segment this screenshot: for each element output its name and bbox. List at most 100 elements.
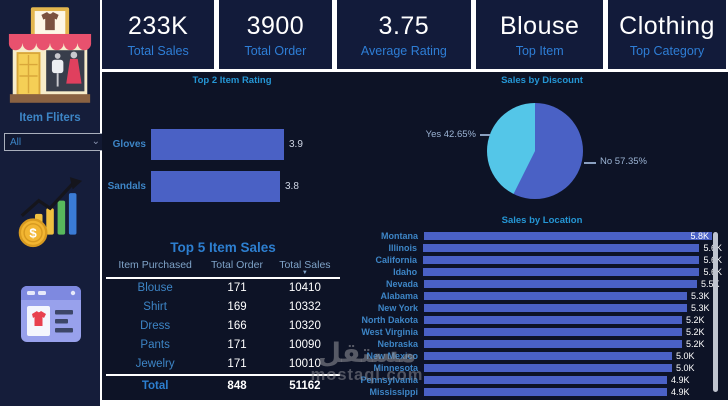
rating-value-label: 3.9 [289, 139, 303, 150]
location-bar[interactable] [424, 388, 667, 396]
kpi-label: Top Category [629, 43, 705, 58]
location-category-label: New Mexico [366, 351, 418, 361]
total-sales-cell: 10332 [288, 301, 321, 313]
location-category-label: Pennsylvania [360, 375, 418, 385]
location-category-label: Illinois [388, 243, 418, 253]
location-bar-row: Alabama 5.3K [252, 290, 722, 302]
location-category-label: Alabama [380, 291, 418, 301]
item-name-cell: Shirt [143, 301, 167, 313]
location-bar[interactable] [424, 364, 672, 372]
location-bar-row: West Virginia 5.2K [252, 326, 722, 338]
table-total-row: Total 848 51162 [106, 374, 340, 397]
kpi-card-top-item: Blouse Top Item [476, 0, 604, 69]
location-bar[interactable] [423, 244, 700, 252]
kpi-label: Total Order [244, 43, 307, 58]
pie-label-no: No 57.35% [600, 156, 648, 167]
location-category-label: California [375, 255, 418, 265]
location-bar-row: Illinois 5.6K [252, 242, 722, 254]
total-order-value: 848 [227, 380, 247, 392]
location-bar[interactable] [424, 352, 672, 360]
discount-pie-chart[interactable] [487, 103, 583, 199]
rating-category-label: Gloves [112, 139, 146, 150]
column-header-sorted[interactable]: Total Sales ▼ [270, 259, 340, 276]
location-bar-row: New Mexico 5.0K [252, 350, 722, 362]
location-category-label: Mississippi [369, 387, 418, 397]
location-bar[interactable] [424, 280, 697, 288]
rating-value-label: 3.8 [285, 181, 299, 192]
location-bar[interactable] [424, 328, 682, 336]
chevron-down-icon: ⌄ [91, 136, 100, 147]
top-items-table: Top 5 Item Sales Item Purchased Total Or… [106, 240, 340, 397]
svg-text:$: $ [29, 225, 37, 240]
discount-pie-title: Sales by Discount [501, 75, 583, 86]
location-category-label: West Virginia [361, 327, 418, 337]
total-label: Total [141, 380, 169, 392]
location-value-label: 5.2K [686, 327, 705, 337]
location-value-label: 5.6K [703, 267, 722, 277]
location-bar[interactable] [424, 340, 682, 348]
sidebar: Item Fliters All ⌄ $ [0, 0, 106, 406]
location-bar[interactable] [424, 376, 667, 384]
item-name-cell: Blouse [137, 282, 173, 294]
column-header[interactable]: Total Order [211, 259, 263, 271]
location-value-label: 5.3K [691, 291, 710, 301]
location-category-label: Montana [381, 231, 418, 241]
total-sales-cell: 10320 [288, 320, 321, 332]
location-scrollbar[interactable] [713, 232, 718, 392]
table-body: Blouse 171 10410 Shirt 169 10332 Dress 166 10320… [106, 279, 340, 374]
location-value-label: 5.5K [701, 279, 720, 289]
location-value-label: 5.0K [676, 351, 695, 361]
location-bar-row: Pennsylvania 4.9K [252, 374, 722, 386]
kpi-card-top-category: Clothing Top Category [608, 0, 726, 69]
table-header-row[interactable]: Item Purchased Total Order Total Sales ▼ [106, 259, 340, 279]
location-category-label: Idaho [393, 267, 418, 277]
location-bar[interactable] [424, 304, 687, 312]
table-row[interactable]: Blouse 171 10410 [106, 279, 340, 298]
kpi-card-total-order: 3900 Total Order [219, 0, 332, 69]
kpi-card-average-rating: 3.75 Average Rating [336, 0, 472, 69]
kpi-label: Average Rating [360, 43, 447, 58]
sort-descending-icon: ▼ [301, 270, 308, 276]
kpi-label: Total Sales [127, 43, 189, 58]
kpi-value: 3900 [246, 11, 305, 40]
total-sales-cell: 10010 [288, 358, 321, 370]
table-row[interactable]: Dress 166 10320 [106, 317, 340, 336]
table-row[interactable]: Pants 171 10090 [106, 336, 340, 355]
location-value-label: 5.3K [691, 303, 710, 313]
location-bar-row: Montana 5.8K [252, 230, 722, 242]
kpi-row: 233K Total Sales 3900 Total Order 3.75 A… [102, 0, 726, 69]
total-sales-cell: 10410 [288, 282, 321, 294]
total-order-cell: 166 [227, 320, 247, 332]
filter-title: Item Fliters [19, 112, 81, 124]
rating-bar[interactable] [151, 129, 284, 160]
product-list-icon [20, 282, 82, 346]
location-bar[interactable] [424, 316, 682, 324]
location-category-label: Nevada [385, 279, 418, 289]
location-bar[interactable] [423, 256, 700, 264]
rating-bar-row: Gloves 3.9 [102, 129, 412, 160]
location-value-label: 4.9K [671, 375, 690, 385]
column-header[interactable]: Item Purchased [118, 259, 192, 271]
rating-chart-title: Top 2 Item Rating [192, 75, 272, 86]
location-chart-title: Sales by Location [501, 215, 583, 226]
item-filter-dropdown[interactable]: All ⌄ [4, 133, 106, 151]
rating-bar[interactable] [151, 171, 280, 202]
location-bar[interactable] [423, 268, 700, 276]
table-row[interactable]: Shirt 169 10332 [106, 298, 340, 317]
location-bar[interactable] [424, 292, 687, 300]
location-value-label: 4.9K [671, 387, 690, 397]
rating-category-label: Sandals [107, 181, 146, 192]
table-row[interactable]: Jewelry 171 10010 [106, 355, 340, 374]
location-category-label: Minnesota [373, 363, 418, 373]
kpi-label: Top Item [515, 43, 564, 58]
location-category-label: Nebraska [377, 339, 418, 349]
content-area: Top 2 Item Rating Gloves 3.9 Sandals 3.8 Sa… [102, 72, 728, 400]
location-bar[interactable]: 5.8K [424, 231, 712, 241]
pie-label-yes: Yes 42.65% [425, 129, 476, 140]
location-value-label: 5.2K [686, 315, 705, 325]
item-name-cell: Jewelry [135, 358, 175, 370]
location-bar-row: North Dakota 5.2K [252, 314, 722, 326]
total-order-cell: 171 [227, 339, 247, 351]
location-value-label: 5.8K [690, 231, 709, 241]
